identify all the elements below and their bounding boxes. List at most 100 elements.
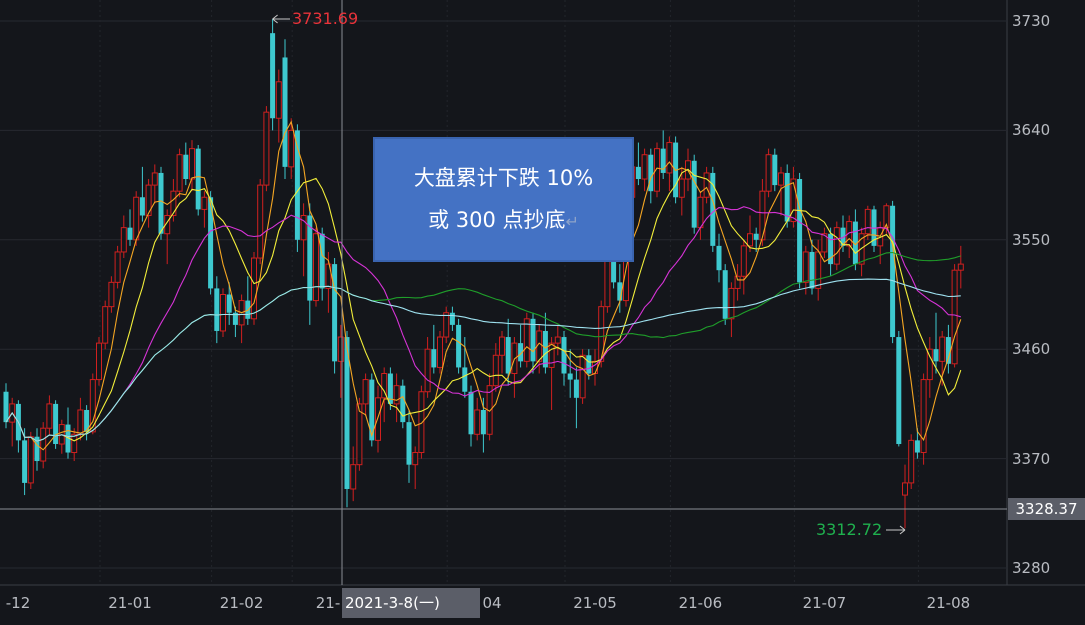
candle-body bbox=[678, 178, 685, 198]
x-tick-label: 04 bbox=[482, 594, 502, 612]
high-arrow bbox=[272, 14, 290, 24]
crosshair bbox=[0, 0, 1007, 585]
candle-body bbox=[908, 439, 915, 484]
candle-body bbox=[902, 482, 908, 496]
candle-body bbox=[598, 306, 605, 362]
y-tick-label: 3640 bbox=[1012, 121, 1051, 140]
candle-body bbox=[251, 257, 257, 320]
candle-body bbox=[418, 391, 425, 454]
candle-body bbox=[802, 251, 809, 283]
candle-body bbox=[790, 178, 797, 223]
candle-body bbox=[313, 233, 319, 302]
candle-body bbox=[914, 440, 920, 453]
candle-body bbox=[586, 355, 592, 374]
high-price-annotation: 3731.69 bbox=[292, 9, 359, 28]
candle-body bbox=[573, 379, 579, 398]
candle-body bbox=[456, 324, 462, 368]
candle-body bbox=[176, 154, 183, 192]
candle-body bbox=[424, 348, 431, 393]
candle-body bbox=[871, 209, 877, 246]
candle-body bbox=[406, 422, 412, 465]
candle-body bbox=[270, 33, 276, 119]
candle-body bbox=[765, 154, 772, 192]
candle-body bbox=[201, 196, 208, 210]
candle-body bbox=[567, 373, 573, 380]
x-tick-label: 21-05 bbox=[573, 594, 617, 612]
candle-body bbox=[883, 205, 890, 229]
candle-body bbox=[548, 342, 555, 368]
candle-body bbox=[40, 427, 47, 462]
candle-body bbox=[226, 294, 232, 313]
candle-body bbox=[288, 129, 295, 168]
ma-line-120 bbox=[5, 278, 961, 442]
annotation-line-1: 大盘累计下跌 10% bbox=[413, 165, 594, 190]
candle-body bbox=[722, 270, 728, 319]
candle-body bbox=[611, 258, 617, 283]
candle-body bbox=[3, 391, 9, 423]
candle-body bbox=[518, 343, 524, 362]
candle-body bbox=[951, 269, 958, 365]
candle-body bbox=[759, 190, 766, 241]
candle-body bbox=[387, 373, 393, 404]
candle-body bbox=[740, 245, 747, 277]
candle-body bbox=[53, 403, 59, 445]
candle-body bbox=[65, 424, 71, 453]
candle-body bbox=[468, 391, 474, 435]
candle-body bbox=[232, 312, 238, 325]
moving-averages bbox=[5, 120, 962, 451]
candle-body bbox=[957, 263, 964, 271]
candle-body bbox=[449, 312, 455, 325]
x-tick-label: -12 bbox=[5, 594, 31, 612]
candle-body bbox=[412, 452, 419, 466]
low-price-annotation: 3312.72 bbox=[816, 520, 883, 539]
x-tick-label: 21-07 bbox=[802, 594, 847, 612]
candle-body bbox=[554, 336, 561, 344]
candle-body bbox=[691, 160, 697, 228]
candle-body bbox=[530, 318, 536, 362]
candle-body bbox=[400, 385, 406, 423]
candle-body bbox=[158, 172, 164, 234]
x-tick-label: 21-06 bbox=[678, 594, 723, 612]
candle-body bbox=[852, 221, 858, 265]
candle-body bbox=[164, 214, 171, 235]
candle-body bbox=[617, 282, 623, 301]
candle-body bbox=[84, 409, 90, 432]
candle-body bbox=[945, 337, 951, 364]
candle-body bbox=[307, 215, 313, 301]
candle-body bbox=[747, 233, 753, 247]
x-tick-label: 21-08 bbox=[926, 594, 971, 612]
candle-body bbox=[120, 227, 127, 253]
candle-body bbox=[728, 287, 735, 320]
candle-body bbox=[797, 179, 803, 283]
candle-body bbox=[772, 154, 778, 186]
candle-body bbox=[474, 409, 481, 435]
candle-body bbox=[362, 379, 369, 405]
candle-body bbox=[46, 403, 53, 429]
grid bbox=[0, 0, 1085, 586]
candle-body bbox=[864, 208, 871, 235]
candle-body bbox=[325, 263, 332, 289]
candle-body bbox=[27, 436, 34, 484]
candle-body bbox=[108, 281, 115, 308]
candle-body bbox=[635, 166, 641, 180]
crosshair-price-label: 3328.37 bbox=[1008, 498, 1085, 520]
candle-body bbox=[939, 336, 946, 362]
candle-body bbox=[828, 233, 834, 265]
x-tick-label: 21-01 bbox=[108, 594, 152, 612]
candle-body bbox=[542, 330, 548, 368]
candle-body bbox=[344, 337, 350, 489]
y-tick-label: 3550 bbox=[1012, 230, 1051, 249]
candle-body bbox=[89, 379, 96, 433]
candle-body bbox=[648, 154, 654, 192]
candle-body bbox=[275, 81, 282, 119]
candle-body bbox=[170, 190, 177, 216]
candle-body bbox=[492, 354, 499, 387]
candle-body bbox=[703, 172, 710, 198]
candle-body bbox=[77, 409, 84, 435]
candle-body bbox=[22, 440, 28, 483]
candle-body bbox=[505, 337, 511, 374]
candle-body bbox=[809, 251, 815, 289]
candle-body bbox=[263, 111, 270, 186]
candle-body bbox=[523, 318, 530, 362]
ma-line-20 bbox=[5, 206, 961, 442]
